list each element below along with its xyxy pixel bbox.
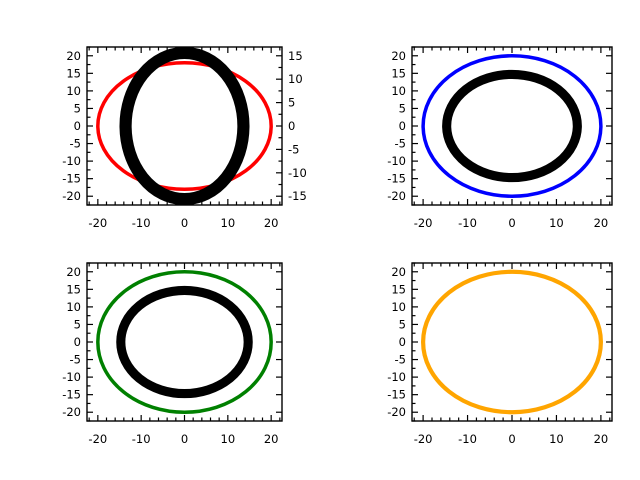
- y-tick-label: -5: [395, 353, 406, 367]
- x-tick-label: 10: [221, 432, 236, 446]
- y-tick-label: 15: [391, 66, 406, 80]
- y-tick-label: 10: [66, 84, 81, 98]
- y-tick-label: 0: [74, 119, 81, 133]
- tick-marks: [87, 46, 282, 206]
- x-tick-label: 0: [508, 432, 515, 446]
- y-tick-label: 10: [391, 300, 406, 314]
- x-tick-label: -20: [414, 216, 433, 230]
- series-blue-ellipse: [421, 54, 603, 198]
- panel-bottom-left: -20 -15 -10 -5 0 5 10 15 20 -20 -10 0 10 20: [42, 253, 310, 455]
- y-tick-label: 0: [74, 335, 81, 349]
- y-tick-label: -10: [62, 154, 81, 168]
- x-tick-label: -10: [132, 216, 151, 230]
- x-tick-label: -20: [88, 216, 107, 230]
- y-tick-label: 0: [399, 119, 406, 133]
- y-tick-label-right: 5: [288, 96, 295, 110]
- data-layer: [421, 269, 603, 415]
- y-tick-label: 20: [66, 49, 81, 63]
- y-tick-label: 10: [391, 84, 406, 98]
- y-tick-label: -10: [387, 154, 406, 168]
- y-tick-label: -10: [387, 370, 406, 384]
- x-tick-label: 20: [594, 216, 609, 230]
- panel-top-left: -20 -15 -10 -5 0 5 10 15 20 -15 -10 -5 0 5 10 15 -20 -10 0…: [42, 37, 324, 239]
- x-tick-label: 0: [181, 432, 188, 446]
- y-tick-label: -15: [62, 388, 81, 402]
- tick-marks: [412, 46, 612, 206]
- plot-background: [87, 47, 282, 205]
- x-tick-label: -20: [88, 432, 107, 446]
- x-tick-label: 0: [181, 216, 188, 230]
- y-tick-label-right: -5: [288, 142, 299, 156]
- y-tick-label: 15: [391, 282, 406, 296]
- series-red-ellipse: [96, 61, 273, 191]
- x-tick-label: -20: [414, 432, 433, 446]
- x-tick-label: -10: [458, 432, 477, 446]
- y-tick-label: -5: [70, 137, 81, 151]
- y-tick-label-right: 10: [288, 72, 303, 86]
- x-tick-label: 20: [264, 432, 279, 446]
- y-tick-label-right: 15: [288, 49, 303, 63]
- y-tick-label: -15: [387, 388, 406, 402]
- plot-background: [412, 263, 612, 421]
- y-tick-label: -15: [62, 172, 81, 186]
- y-tick-label-right: -10: [288, 166, 307, 180]
- series-black-ring: [116, 285, 253, 399]
- y-tick-label: 0: [399, 335, 406, 349]
- y-tick-label: 20: [391, 265, 406, 279]
- x-tick-label: -10: [132, 432, 151, 446]
- y-tick-label: 20: [66, 265, 81, 279]
- tick-marks: [87, 262, 282, 422]
- y-tick-label: 5: [399, 101, 406, 115]
- y-tick-label: -15: [387, 172, 406, 186]
- panel-bottom-right: -20 -15 -10 -5 0 5 10 15 20 -20 -10 0 10 20: [367, 253, 640, 455]
- series-green-ellipse: [96, 270, 273, 414]
- y-tick-label: -20: [62, 405, 81, 419]
- y-tick-label: 5: [74, 101, 81, 115]
- tick-marks: [412, 262, 612, 422]
- y-tick-label-right: -15: [288, 189, 307, 203]
- series-orange-ellipse: [421, 269, 603, 415]
- y-tick-label: -10: [62, 370, 81, 384]
- data-layer: [96, 270, 273, 414]
- y-tick-label: 5: [399, 317, 406, 331]
- x-tick-label: -10: [458, 216, 477, 230]
- y-tick-label: 15: [66, 282, 81, 296]
- series-black-ring: [442, 69, 582, 183]
- y-tick-label: 10: [66, 300, 81, 314]
- y-tick-label: -20: [387, 405, 406, 419]
- panel-top-right: -20 -15 -10 -5 0 5 10 15 20 -20 -10 0 10 20: [367, 37, 640, 239]
- y-tick-label: -5: [70, 353, 81, 367]
- x-tick-label: 10: [549, 432, 564, 446]
- data-layer: [421, 54, 603, 198]
- x-tick-label: 20: [264, 216, 279, 230]
- y-tick-label: 15: [66, 66, 81, 80]
- y-tick-label-right: 0: [288, 119, 295, 133]
- x-tick-label: 10: [221, 216, 236, 230]
- y-tick-label: -20: [62, 189, 81, 203]
- y-tick-label: 20: [391, 49, 406, 63]
- x-tick-label: 10: [549, 216, 564, 230]
- y-tick-label: 5: [74, 317, 81, 331]
- x-tick-label: 20: [594, 432, 609, 446]
- y-tick-label: -20: [387, 189, 406, 203]
- x-tick-label: 0: [508, 216, 515, 230]
- y-tick-label: -5: [395, 137, 406, 151]
